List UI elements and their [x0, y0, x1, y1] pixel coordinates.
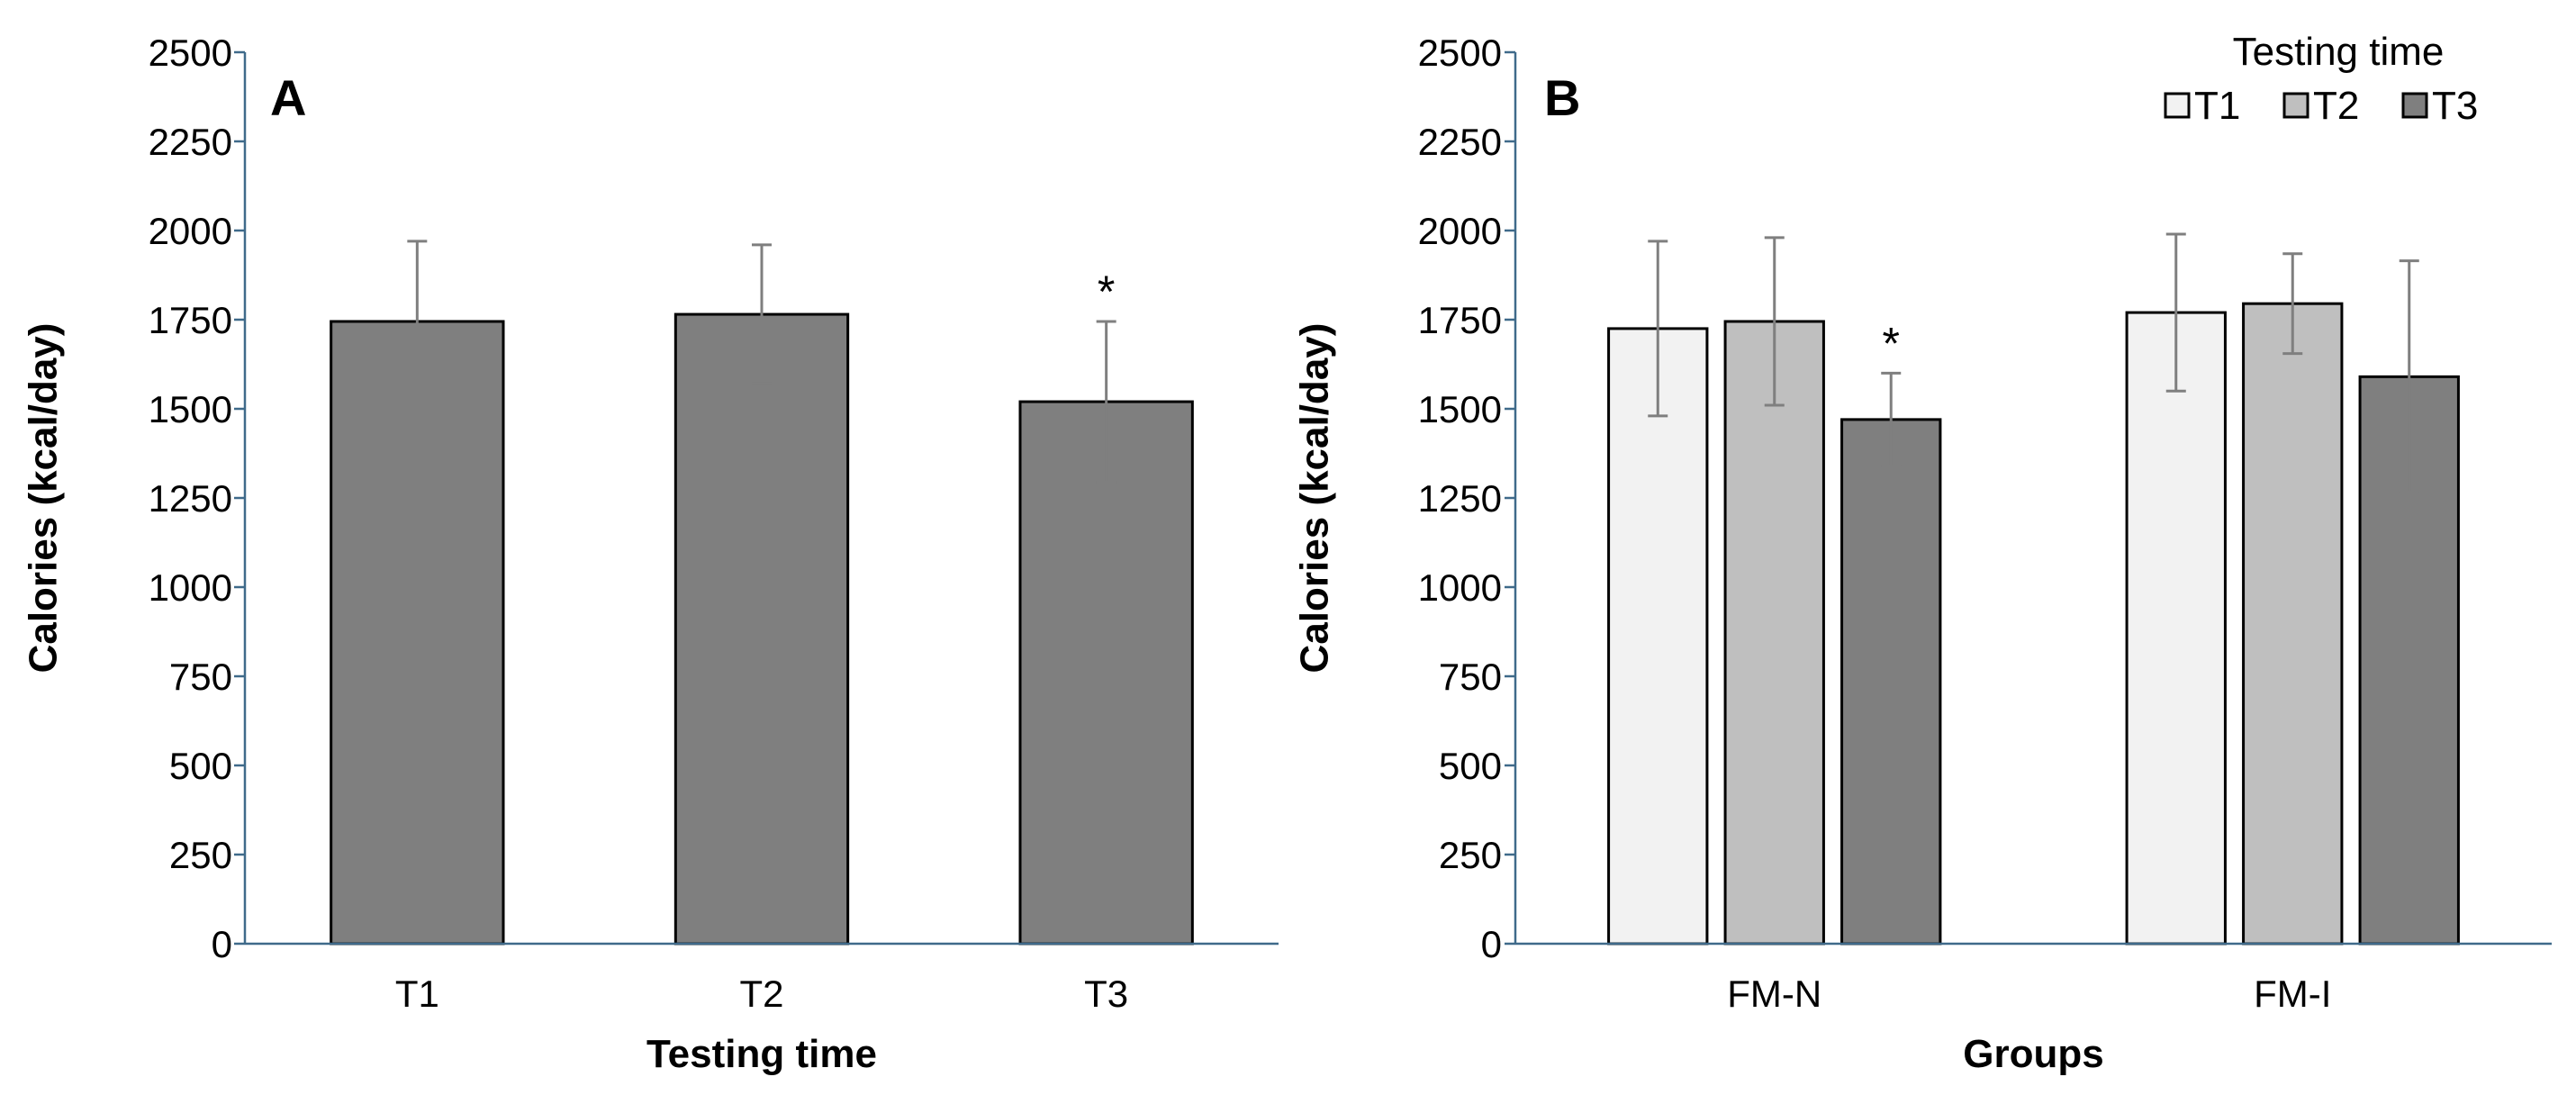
x-axis-title: Groups — [1963, 1032, 2103, 1076]
significance-marker: * — [1883, 318, 1900, 368]
y-tick-label: 1000 — [1418, 566, 1502, 609]
y-tick-label: 1250 — [149, 477, 232, 520]
y-tick-label: 500 — [1439, 745, 1502, 787]
legend-label: T3 — [2432, 84, 2478, 128]
legend-swatch — [2164, 92, 2191, 119]
legend-label: T1 — [2194, 84, 2240, 128]
y-tick-label: 2000 — [1418, 210, 1502, 252]
x-axis-title: Testing time — [646, 1032, 877, 1076]
y-tick-label: 500 — [169, 745, 232, 787]
y-tick-label: 250 — [1439, 834, 1502, 876]
y-tick-label: 2250 — [149, 121, 232, 163]
x-tick-label: T2 — [739, 973, 783, 1015]
x-tick-label: FM-I — [2254, 973, 2331, 1015]
panel-letter: A — [270, 69, 306, 126]
bar — [1607, 327, 1709, 946]
bar — [2125, 311, 2227, 946]
y-tick-label: 1750 — [1418, 299, 1502, 341]
legend-swatch — [2401, 92, 2428, 119]
y-tick-label: 2250 — [1418, 121, 1502, 163]
y-tick-label: 2500 — [149, 32, 232, 74]
y-tick-label: 1250 — [1418, 477, 1502, 520]
y-tick-label: 250 — [169, 834, 232, 876]
x-tick-label: T1 — [395, 973, 439, 1015]
y-tick-label: 750 — [169, 656, 232, 698]
y-tick-label: 750 — [1439, 656, 1502, 698]
y-axis-title: Calories (kcal/day) — [1293, 323, 1337, 674]
bar — [2242, 302, 2344, 946]
y-tick-label: 1000 — [149, 566, 232, 609]
y-axis-title: Calories (kcal/day) — [22, 323, 66, 674]
bar — [1723, 320, 1825, 946]
y-tick-label: 0 — [1481, 923, 1502, 965]
bar — [1840, 418, 1942, 946]
legend-title: Testing time — [2233, 30, 2445, 74]
y-tick-label: 1750 — [149, 299, 232, 341]
y-tick-label: 2500 — [1418, 32, 1502, 74]
x-tick-label: T3 — [1084, 973, 1128, 1015]
bar — [673, 312, 850, 946]
legend-swatch — [2282, 92, 2309, 119]
y-tick-label: 1500 — [1418, 388, 1502, 430]
y-tick-label: 0 — [212, 923, 232, 965]
y-tick-label: 2000 — [149, 210, 232, 252]
y-tick-label: 1500 — [149, 388, 232, 430]
x-tick-label: FM-N — [1727, 973, 1821, 1015]
legend-label: T2 — [2313, 84, 2359, 128]
significance-marker: * — [1098, 267, 1115, 317]
panel-letter: B — [1544, 69, 1580, 126]
bar — [330, 320, 505, 946]
